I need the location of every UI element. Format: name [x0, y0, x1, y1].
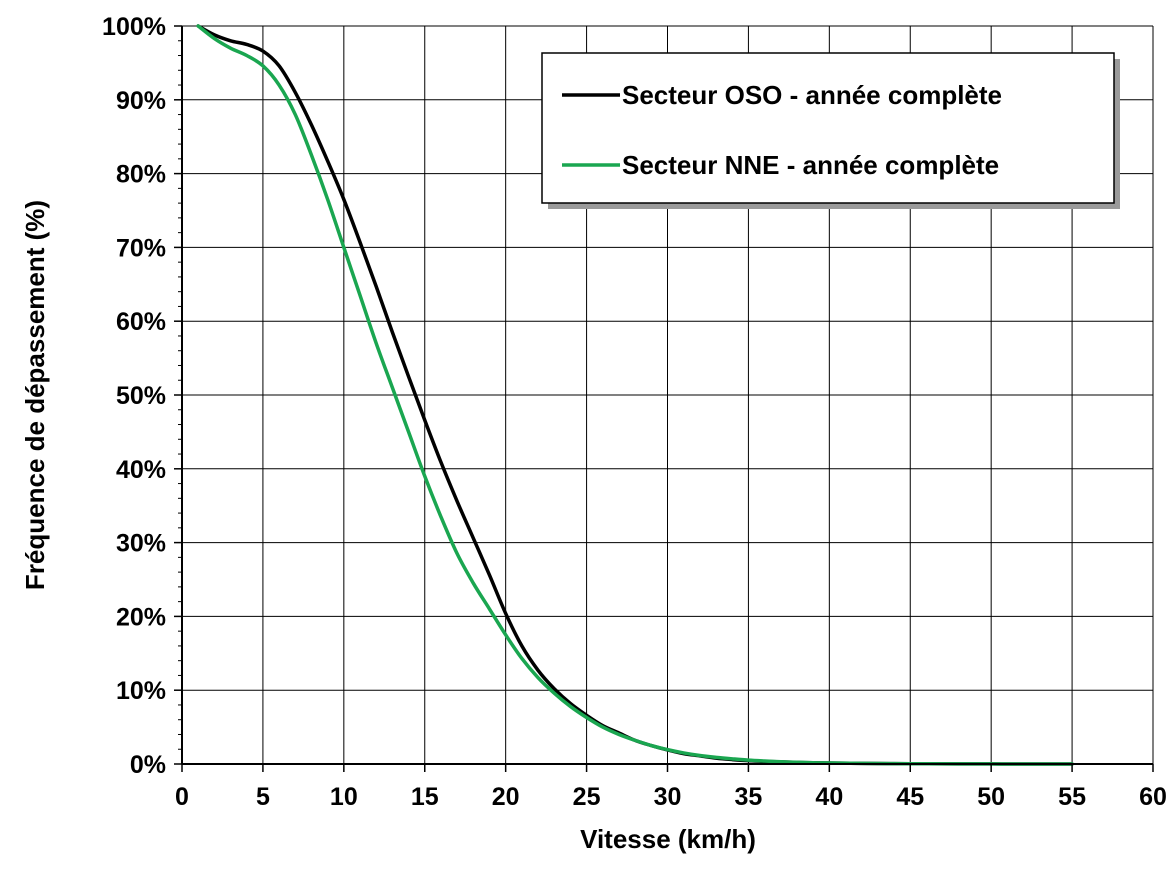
- y-tick-label: 30%: [116, 530, 166, 558]
- y-tick-label: 40%: [116, 456, 166, 484]
- x-tick-label: 50: [977, 783, 1005, 811]
- x-tick-label: 55: [1058, 783, 1086, 811]
- x-tick-label: 5: [256, 783, 270, 811]
- y-tick-label: 50%: [116, 382, 166, 410]
- x-tick-label: 10: [330, 783, 358, 811]
- y-tick-label: 80%: [116, 161, 166, 189]
- y-tick-label: 60%: [116, 308, 166, 336]
- y-tick-label: 70%: [116, 234, 166, 262]
- axes: 0 5 10 15 20 25 30 35 40 45 50 55 60 0% 10% 20% 30% 40% 50…: [102, 13, 1167, 811]
- y-tick-label: 90%: [116, 87, 166, 115]
- y-axis-label: Fréquence de dépassement (%): [20, 200, 50, 590]
- x-tick-label: 30: [654, 783, 682, 811]
- legend-box: [541, 52, 1115, 204]
- x-tick-label: 0: [175, 783, 189, 811]
- legend-entry-label: Secteur NNE - année complète: [622, 150, 999, 180]
- y-tick-label: 0%: [130, 751, 166, 779]
- legend-entry-label: Secteur OSO - année complète: [622, 80, 1002, 110]
- y-tick-label: 100%: [102, 13, 166, 41]
- x-axis-label: Vitesse (km/h): [580, 824, 756, 854]
- y-tick-label: 20%: [116, 603, 166, 631]
- series-line-nne: [196, 24, 1074, 766]
- x-tick-label: 35: [735, 783, 763, 811]
- x-tick-label: 60: [1139, 783, 1167, 811]
- x-tick-label: 45: [896, 783, 924, 811]
- y-tick-label: 10%: [116, 677, 166, 705]
- series-lines: [196, 24, 1074, 766]
- x-tick-label: 15: [411, 783, 439, 811]
- legend: Secteur OSO - année complète Secteur NNE …: [541, 52, 1120, 209]
- x-tick-label: 40: [815, 783, 843, 811]
- x-tick-label: 20: [492, 783, 520, 811]
- x-tick-label: 25: [573, 783, 601, 811]
